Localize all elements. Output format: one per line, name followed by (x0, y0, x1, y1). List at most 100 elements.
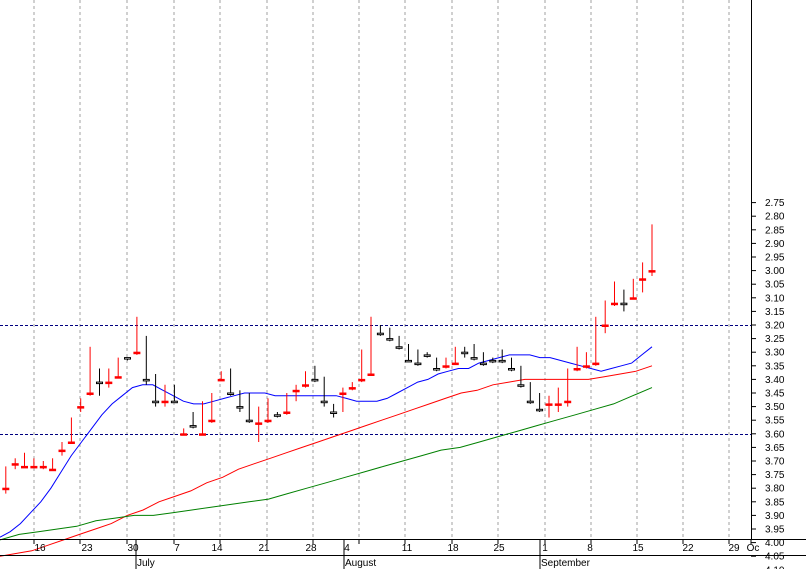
candle-body (170, 400, 178, 404)
candle-body (592, 362, 600, 366)
candle (133, 316, 141, 355)
candle-body (199, 433, 206, 436)
candle (77, 398, 85, 412)
candle-body (227, 392, 235, 395)
candle-body (273, 414, 281, 417)
candle (639, 262, 647, 293)
candle (302, 371, 309, 388)
candle (114, 357, 122, 379)
candle-body (629, 297, 637, 300)
y-tick-label: 3.75 (765, 470, 785, 481)
candle (199, 401, 206, 436)
y-tick-label: 2.75 (765, 198, 785, 209)
y-tick-label: 4.10 (765, 565, 785, 569)
candle-body (142, 378, 150, 382)
y-tick-label: 3.65 (765, 443, 785, 454)
candle-body (96, 381, 103, 385)
candle (208, 393, 216, 423)
x-tick-label: 30 (127, 543, 139, 554)
y-tick-label: 3.85 (765, 497, 785, 508)
x-tick-label: 15 (632, 543, 644, 554)
candle-body (124, 357, 131, 360)
candle-body (255, 422, 263, 425)
candle (395, 335, 403, 350)
candle-body (30, 465, 38, 469)
y-tick-label: 3.15 (765, 307, 785, 318)
level-lines (0, 325, 751, 435)
x-tick-label: 23 (81, 543, 93, 554)
candle-body (330, 411, 338, 414)
ma-long-line (0, 387, 653, 541)
candle (451, 346, 459, 366)
candle-body (386, 338, 394, 341)
candle (217, 371, 225, 382)
candle (358, 349, 366, 383)
candle-body (601, 324, 609, 327)
candle (105, 368, 113, 388)
x-tick-label: 7 (174, 543, 180, 554)
candle-body (2, 487, 10, 491)
candle-body (58, 449, 66, 453)
candle-body (489, 359, 497, 363)
candle-body (302, 384, 309, 387)
candle-body (161, 400, 169, 404)
candle-body (77, 406, 85, 409)
candle (526, 382, 534, 404)
candle-body (620, 302, 628, 306)
candle (386, 327, 394, 342)
candle-body (423, 354, 431, 357)
candle-body (236, 406, 244, 409)
candle (283, 393, 291, 415)
y-tick-label: 2.95 (765, 253, 785, 264)
y-tick-label: 2.85 (765, 225, 785, 236)
candle-body (508, 368, 515, 371)
candle-body (376, 332, 384, 336)
candle (601, 300, 609, 334)
y-tick-label: 3.60 (765, 429, 785, 440)
candle (2, 466, 10, 494)
candle-body (339, 392, 347, 395)
candle-body (582, 365, 590, 368)
candle-body (405, 359, 412, 363)
candle-body (536, 408, 544, 412)
candle-body (21, 465, 28, 469)
x-tick-label: 25 (493, 543, 505, 554)
candle (227, 368, 235, 396)
x-tick-label: 28 (305, 543, 317, 554)
candle (564, 368, 572, 407)
candle (49, 458, 57, 472)
candle-body (639, 278, 647, 281)
y-tick-label: 4.00 (765, 538, 785, 549)
y-tick-label: 2.90 (765, 239, 785, 250)
y-tick-label: 3.10 (765, 293, 785, 304)
y-tick-label: 3.90 (765, 511, 785, 522)
candle (414, 349, 422, 366)
candle-body (358, 378, 366, 382)
month-label: September (541, 558, 591, 569)
candle-body (545, 403, 553, 406)
candle (498, 349, 506, 364)
x-tick-label: 22 (682, 543, 694, 554)
candle-body (105, 381, 113, 385)
candle (629, 278, 637, 300)
candle-body (86, 392, 94, 395)
candle (489, 357, 497, 364)
y-tick-label: 3.70 (765, 457, 785, 468)
y-tick-label: 2.80 (765, 212, 785, 223)
month-label: August (345, 558, 376, 569)
candle-body (470, 357, 478, 360)
candle-body (114, 376, 122, 379)
x-tick-label: 1 (542, 543, 548, 554)
x-tick-label: 4 (344, 543, 350, 554)
candle-body (367, 373, 375, 376)
candle-body (395, 346, 403, 349)
candle-body (292, 389, 300, 393)
candle-body (564, 400, 572, 404)
candle (320, 376, 328, 407)
candle (648, 224, 656, 276)
ma-short-line (0, 346, 653, 538)
candle-body (526, 400, 534, 404)
candle-body (189, 425, 197, 428)
candle (142, 335, 150, 385)
